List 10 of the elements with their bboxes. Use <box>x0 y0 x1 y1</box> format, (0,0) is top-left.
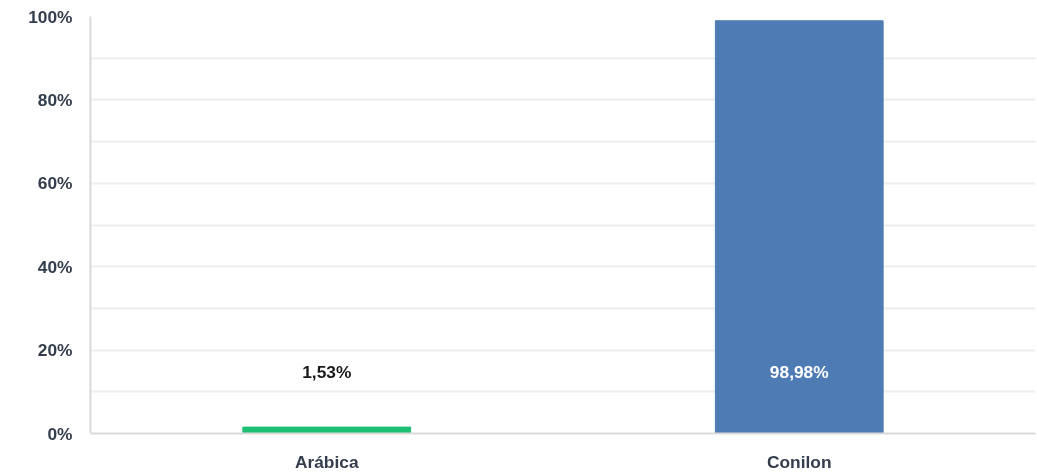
x-tick-label: Conilon <box>767 451 832 472</box>
y-tick-label: 100% <box>28 6 73 27</box>
y-tick-label: 80% <box>37 89 73 110</box>
x-tick-label: Arábica <box>294 451 359 472</box>
data-label: 1,53% <box>302 361 352 382</box>
y-tick-label: 20% <box>37 340 73 361</box>
data-label: 98,98% <box>769 361 829 382</box>
y-tick-label: 40% <box>37 256 73 277</box>
y-tick-label: 60% <box>37 173 73 194</box>
y-tick-label: 0% <box>47 423 73 444</box>
